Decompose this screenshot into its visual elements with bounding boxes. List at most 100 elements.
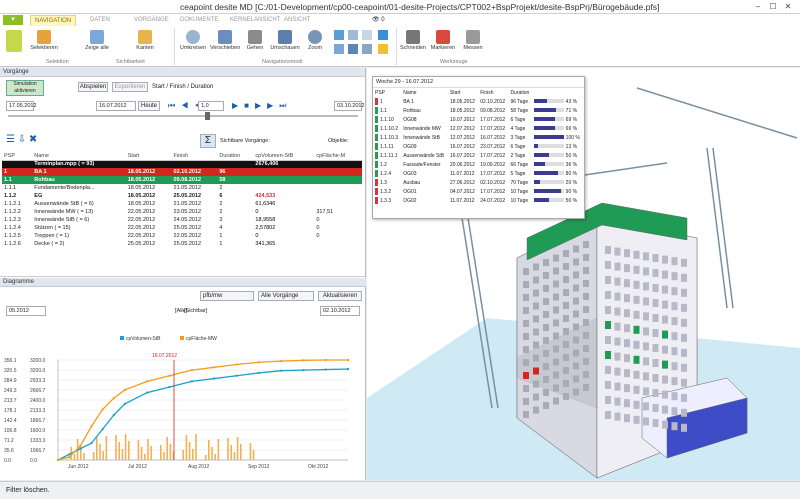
- maximize-button[interactable]: ☐: [769, 2, 777, 11]
- timeline-slider[interactable]: [8, 115, 358, 117]
- tab-dokumente[interactable]: DOKUMENTE: [180, 17, 219, 23]
- popup-row: 1.3 Ausbau 27.06.2012 02.10.2012 70 Tage 20 …: [373, 178, 584, 187]
- table-row[interactable]: 1.1.2 EG 18.05.2012 25.05.2012 6 424,533: [2, 192, 362, 200]
- data-point: [123, 388, 126, 391]
- filter-combo[interactable]: Alle Vorgänge: [258, 291, 314, 301]
- table-row[interactable]: Terminplan.mpp ( = 93) 2676,406: [2, 160, 362, 168]
- table-row[interactable]: 1.1.2.6 Decke ( = 2) 25.05.2012 25.05.2012 1…: [2, 240, 362, 248]
- view-cube-icons[interactable]: [334, 30, 394, 58]
- cell-start: 22.05.2012: [127, 233, 156, 239]
- today-button[interactable]: Heute: [138, 101, 160, 111]
- app-menu-button[interactable]: ▾: [3, 15, 23, 25]
- table-row[interactable]: 1.1.2.2 Innenwände MW ( = 13) 22.05.2012 23…: [2, 208, 362, 216]
- orbit-button[interactable]: Umkreisen: [178, 30, 208, 51]
- table-row[interactable]: 1.1 Rohbau 18.05.2012 09.08.2012 58: [2, 176, 362, 184]
- data-point: [146, 380, 149, 383]
- cell-area: [314, 168, 362, 176]
- table-row[interactable]: 1.1.2.5 Treppen ( = 1) 22.05.2012 22.05.201…: [2, 232, 362, 240]
- cell-psp: 1.1.2.5: [4, 233, 21, 239]
- window-icon: [652, 299, 659, 307]
- tab-ansicht[interactable]: ANSICHT: [284, 17, 311, 23]
- window-icon: [523, 320, 529, 327]
- data-point: [235, 374, 238, 377]
- toolbar-icons[interactable]: ☰ ⇩ ✖: [6, 134, 38, 145]
- table-row[interactable]: 1.1.2.1 Aussenwände StB ( = 6) 18.05.2012 2…: [2, 200, 362, 208]
- column-header[interactable]: Start: [125, 152, 172, 161]
- table-row[interactable]: 1.1.1 Fundamente/Bodenpla... 18.05.2012 21.…: [2, 184, 362, 192]
- bar-mark: [208, 440, 210, 460]
- window-icon: [614, 382, 621, 391]
- data-point: [257, 371, 260, 374]
- zoom-button[interactable]: Zoom: [304, 30, 326, 51]
- y-tick-label-secondary: 3200.0: [30, 358, 46, 364]
- speed-field[interactable]: 1,0: [198, 101, 224, 111]
- cell-psp: 1.1.2.2: [4, 209, 21, 215]
- window-icon: [624, 384, 630, 393]
- current-date-field[interactable]: 16.07.2012: [96, 101, 136, 111]
- measure-combo[interactable]: pfb/mw: [200, 291, 254, 301]
- tab-exportieren[interactable]: Exportieren: [112, 82, 148, 92]
- select-button[interactable]: Selektieren: [30, 30, 58, 51]
- cell-finish: 25.05.2012: [173, 225, 202, 231]
- sigma-button[interactable]: Σ: [200, 134, 216, 148]
- mark-button[interactable]: Markieren: [430, 30, 456, 51]
- data-point: [123, 402, 126, 405]
- window-icon: [553, 319, 559, 327]
- legend-swatch: [180, 336, 184, 340]
- window-icon: [633, 415, 640, 424]
- tab-vorgaenge[interactable]: VORGÄNGE: [134, 17, 169, 23]
- date-right-field[interactable]: 03.10.2012: [334, 101, 365, 111]
- date-left-field[interactable]: 17.05.2012: [6, 101, 37, 111]
- timeline-handle[interactable]: [205, 112, 210, 120]
- simulation-toggle-button[interactable]: Simulation aktivieren: [6, 80, 44, 96]
- window-icon: [614, 397, 621, 406]
- window-icon: [671, 287, 678, 296]
- column-header[interactable]: Name: [32, 152, 126, 161]
- cell-finish: 09.08.2012: [173, 177, 202, 183]
- visible-toggle[interactable]: [Sichtbar]: [184, 308, 208, 314]
- window-icon: [533, 328, 539, 336]
- cell-finish: 24.05.2012: [173, 217, 202, 223]
- diagram-end-combo[interactable]: 02.10.2012: [320, 306, 360, 316]
- table-row[interactable]: 1.1.2.4 Stützen ( = 15) 22.05.2012 25.05.20…: [2, 224, 362, 232]
- window-icon: [671, 332, 678, 341]
- data-point: [280, 369, 283, 372]
- cell-name: Treppen ( = 1): [34, 233, 70, 239]
- column-header[interactable]: PSP: [2, 152, 33, 161]
- diagram-panel: Diagramme pfb/mw Alle Vorgänge Aktualisi…: [0, 278, 366, 316]
- data-point: [79, 444, 82, 447]
- bar-mark: [118, 442, 120, 460]
- popup-table: PSP Name Start Finish Duration 1 BA 1 18.05.20…: [373, 88, 584, 205]
- playback-controls-right[interactable]: ▶■▶▶⏭: [232, 101, 293, 110]
- tab-start-finish-duration[interactable]: Start / Finish / Duration: [152, 84, 214, 90]
- minimize-button[interactable]: –: [755, 2, 761, 11]
- cut-button[interactable]: Schneiden: [400, 30, 426, 51]
- column-header[interactable]: Finish: [171, 152, 218, 161]
- edges-button[interactable]: Kanten: [134, 30, 156, 51]
- refresh-button[interactable]: Aktualisieren: [318, 291, 362, 301]
- diagram-start-combo[interactable]: 05.2012: [6, 306, 46, 316]
- cell-vol: 341,365: [255, 241, 276, 247]
- column-header[interactable]: Duration: [217, 152, 254, 161]
- window-icon: [652, 329, 659, 337]
- tab-kernelansicht[interactable]: KERNELANSICHT: [230, 17, 281, 23]
- close-button[interactable]: ✕: [784, 2, 792, 11]
- title-bar: ceapoint desite MD [C:/01-Development/cp…: [0, 0, 800, 14]
- look-around-button[interactable]: Umschauen: [270, 30, 300, 51]
- walk-button[interactable]: Gehen: [244, 30, 266, 51]
- column-header[interactable]: cpFläche-M: [314, 152, 362, 161]
- tab-abspielen[interactable]: Abspielen: [78, 82, 108, 92]
- table-row[interactable]: 1 BA 1 18.05.2012 02.10.2012 96: [2, 168, 362, 176]
- window-icon: [652, 284, 659, 292]
- show-all-button[interactable]: Zeige alle: [84, 30, 110, 51]
- tab-daten[interactable]: DATEN: [90, 17, 110, 23]
- playback-controls[interactable]: ⏮◀◀: [168, 101, 208, 110]
- column-header[interactable]: cpVolumen-StB: [253, 152, 315, 161]
- window-icon: [533, 380, 539, 388]
- pan-button[interactable]: Verschieben: [210, 30, 240, 51]
- tab-navigation[interactable]: NAVIGATION: [30, 15, 77, 26]
- table-row[interactable]: 1.1.2.3 Innenwände StB ( = 6) 22.05.2012 24…: [2, 216, 362, 224]
- cell-start: 22.05.2012: [127, 209, 156, 215]
- y-tick-label-secondary: 2400.0: [30, 398, 46, 404]
- measure-button[interactable]: Messen: [460, 30, 486, 51]
